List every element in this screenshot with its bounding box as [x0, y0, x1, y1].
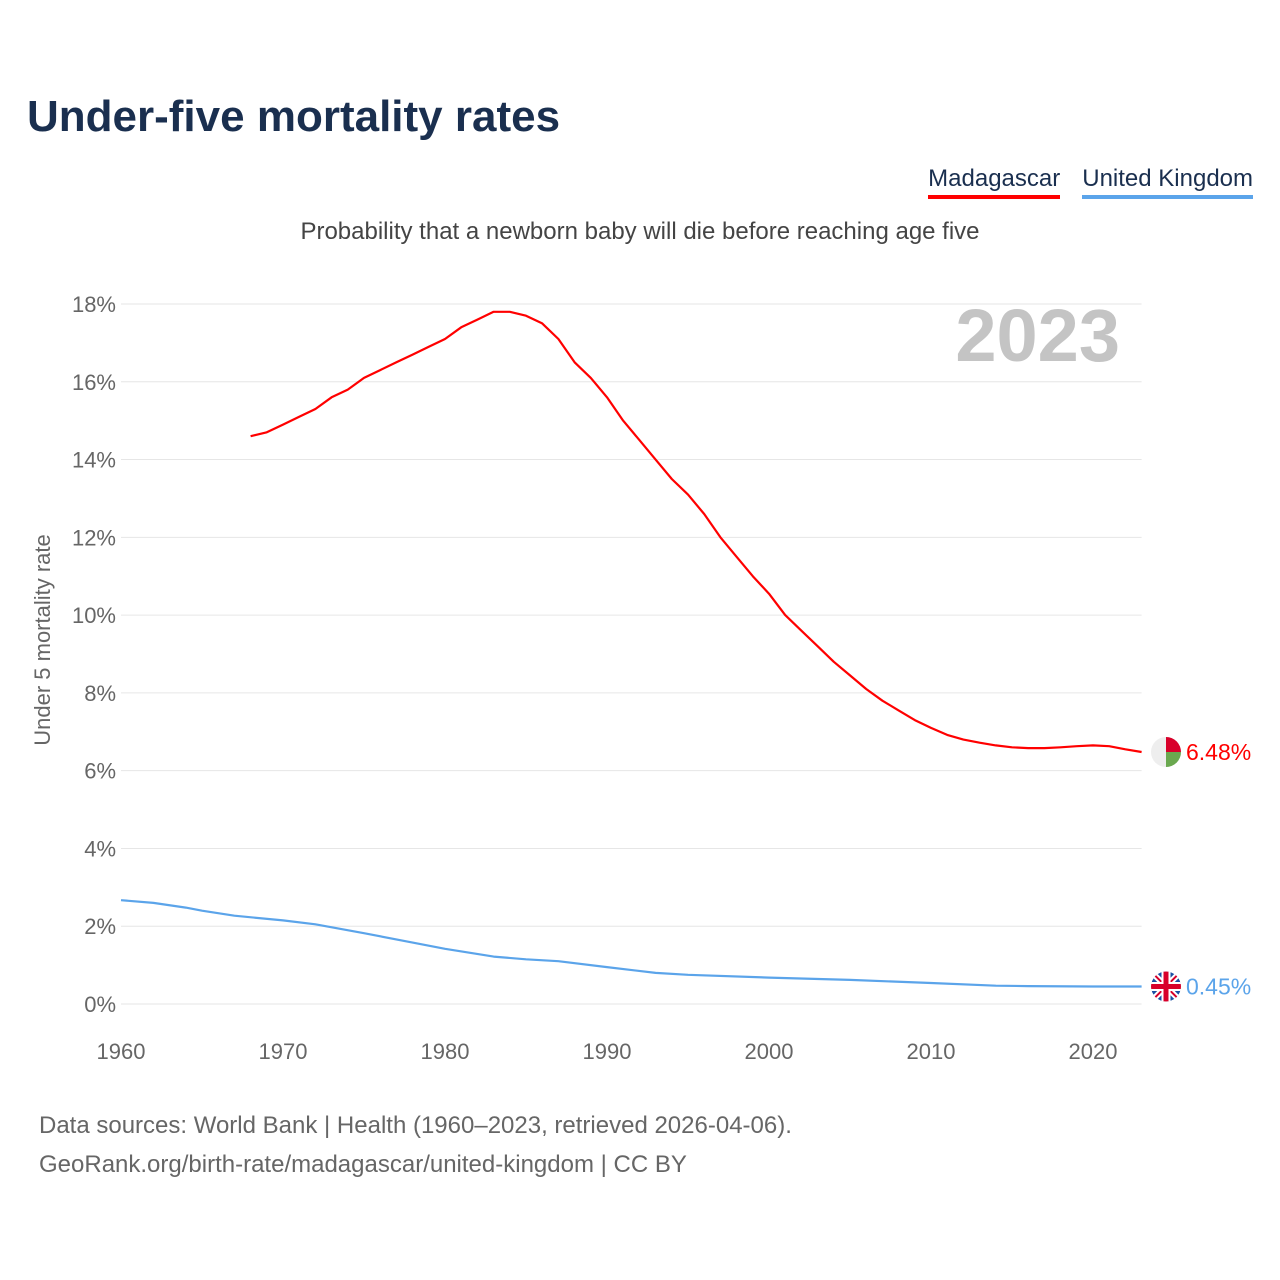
series-line-madagascar — [250, 310, 1142, 754]
y-tick-label: 18% — [72, 292, 116, 317]
end-value-label: 0.45% — [1186, 974, 1251, 1000]
y-tick-label: 10% — [72, 603, 116, 628]
legend-item-madagascar[interactable]: Madagascar — [928, 165, 1061, 199]
source-note: Data sources: World Bank | Health (1960–… — [39, 1106, 792, 1184]
y-tick-label: 14% — [72, 448, 116, 473]
y-tick-label: 4% — [84, 836, 116, 861]
y-tick-label: 0% — [84, 992, 116, 1017]
madagascar-flag-icon — [1151, 737, 1181, 767]
legend-item-united-kingdom[interactable]: United Kingdom — [1082, 165, 1253, 199]
year-label: 2023 — [955, 294, 1120, 377]
chart-subtitle: Probability that a newborn baby will die… — [300, 218, 980, 245]
x-tick-label: 2020 — [1069, 1039, 1118, 1064]
end-value-label: 6.48% — [1186, 739, 1251, 765]
y-tick-label: 8% — [84, 681, 116, 706]
chart-title: Under-five mortality rates — [27, 92, 561, 141]
y-tick-label: 12% — [72, 525, 116, 550]
x-tick-label: 1990 — [583, 1039, 632, 1064]
x-tick-label: 1960 — [97, 1039, 146, 1064]
source-line-2[interactable]: GeoRank.org/birth-rate/madagascar/united… — [39, 1151, 687, 1178]
x-tick-label: 1970 — [259, 1039, 308, 1064]
y-axis-label: Under 5 mortality rate — [30, 534, 55, 746]
y-tick-label: 6% — [84, 759, 116, 784]
series-line-united-kingdom — [120, 899, 1142, 988]
legend: Madagascar United Kingdom — [928, 165, 1253, 199]
x-tick-label: 2010 — [907, 1039, 956, 1064]
y-tick-label: 16% — [72, 370, 116, 395]
x-tick-label: 1980 — [421, 1039, 470, 1064]
uk-flag-icon — [1151, 971, 1181, 1002]
x-tick-label: 2000 — [745, 1039, 794, 1064]
source-line-1: Data sources: World Bank | Health (1960–… — [39, 1112, 792, 1139]
y-tick-label: 2% — [84, 914, 116, 939]
